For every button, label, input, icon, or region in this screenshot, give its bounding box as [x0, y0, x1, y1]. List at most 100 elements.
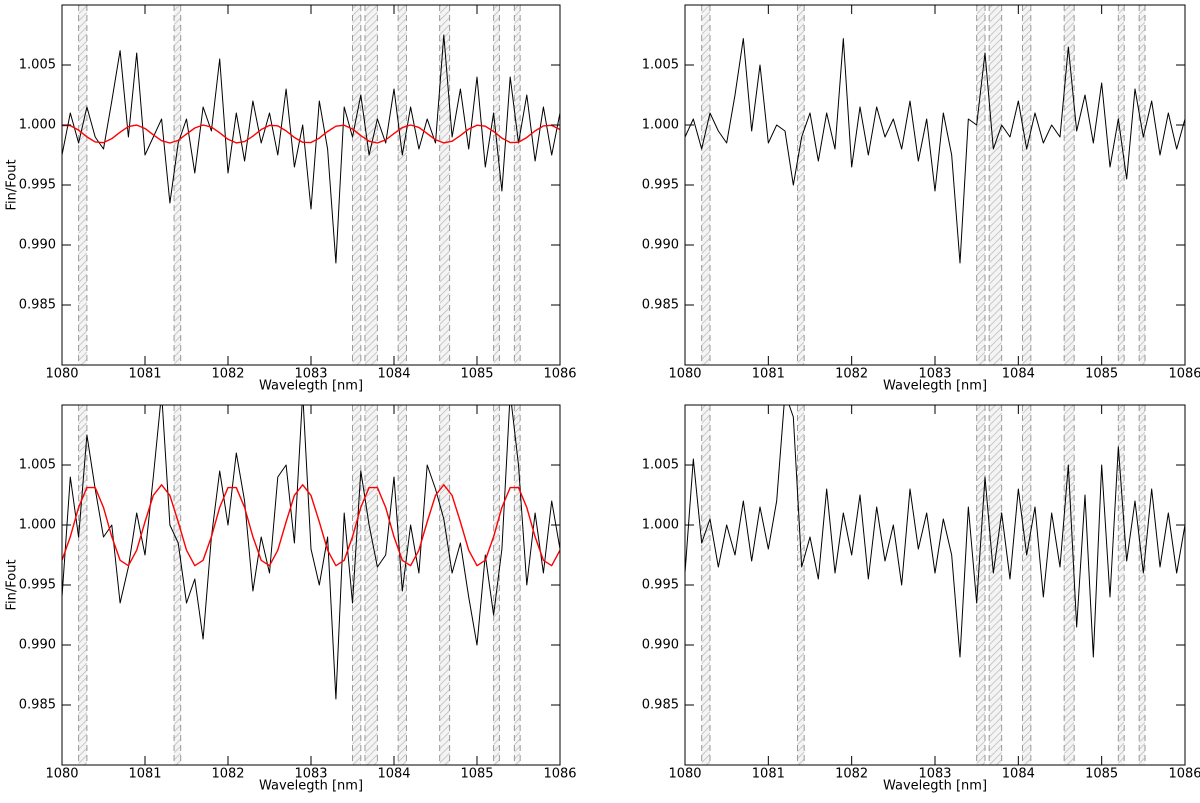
masked-band — [493, 405, 500, 765]
plot-lines — [685, 38, 1185, 264]
y-tick-label: 0.995 — [642, 178, 679, 193]
masked-band — [797, 405, 805, 765]
y-tick-label: 1.005 — [642, 458, 679, 473]
masked-band — [1064, 5, 1075, 365]
x-tick-label: 1080 — [45, 767, 78, 782]
x-tick-label: 1080 — [45, 367, 78, 382]
panel: 0.985 0.990 0.995 1.000 1.005 1080 1081 1082 108… — [5, 404, 577, 794]
x-tick-label: 1082 — [835, 367, 868, 382]
y-tick-label: 1.005 — [19, 458, 56, 473]
x-tick-label: 1085 — [460, 367, 493, 382]
masked-band — [1064, 405, 1075, 765]
x-tick-label: 1085 — [460, 767, 493, 782]
panel: 0.985 0.990 0.995 1.000 1.005 1080 1081 1082 108… — [5, 4, 577, 394]
masked-band — [514, 5, 521, 365]
masked-band — [174, 405, 181, 765]
panel: 0.985 0.990 0.995 1.000 1.005 1080 1081 1082 108… — [642, 404, 1200, 794]
x-tick-label: 1081 — [752, 367, 785, 382]
masked-band — [1139, 405, 1145, 765]
masked-band — [78, 5, 87, 365]
x-tick-label: 1081 — [128, 767, 161, 782]
x-tick-label: 1085 — [1085, 367, 1118, 382]
masked-band — [364, 405, 378, 765]
spectrum-line — [685, 38, 1185, 264]
x-tick-label: 1084 — [377, 367, 410, 382]
masked-band — [701, 5, 710, 365]
masked-band — [514, 405, 521, 765]
spectrum-line — [62, 484, 560, 567]
x-tick-label: 1082 — [835, 767, 868, 782]
x-tick-label: 1082 — [211, 767, 244, 782]
x-tick-label: 1083 — [294, 767, 327, 782]
masked-band — [797, 5, 805, 365]
spectrum-line — [62, 34, 560, 264]
x-tick-label: 1086 — [543, 767, 576, 782]
plot-frame — [684, 404, 1186, 766]
masked-band — [174, 5, 181, 365]
masked-band — [352, 5, 361, 365]
x-tick-label: 1080 — [668, 367, 701, 382]
y-tick-label: 1.000 — [19, 518, 56, 533]
x-axis-label: Wavelegth [nm] — [259, 379, 363, 394]
y-tick-label: 1.000 — [19, 118, 56, 133]
x-tick-label: 1083 — [294, 367, 327, 382]
y-tick-label: 0.985 — [19, 298, 56, 313]
spectrum-line — [685, 405, 1185, 658]
masked-band — [701, 405, 710, 765]
x-tick-label: 1085 — [1085, 767, 1118, 782]
y-tick-label: 1.000 — [642, 518, 679, 533]
x-axis-label: Wavelegth [nm] — [883, 779, 987, 794]
x-axis-label: Wavelegth [nm] — [883, 379, 987, 394]
x-tick-label: 1083 — [918, 367, 951, 382]
x-tick-label: 1081 — [128, 367, 161, 382]
plot-frame — [61, 404, 561, 766]
masked-band — [976, 5, 985, 365]
x-tick-label: 1083 — [918, 767, 951, 782]
plot-lines — [62, 34, 560, 264]
masked-band — [1139, 5, 1145, 365]
y-tick-label: 0.995 — [642, 578, 679, 593]
masked-band — [976, 405, 985, 765]
y-tick-label: 1.005 — [19, 58, 56, 73]
masked-band — [989, 405, 1002, 765]
masked-band — [1118, 5, 1125, 365]
x-axis-label: Wavelegth [nm] — [259, 779, 363, 794]
x-tick-label: 1084 — [1002, 367, 1035, 382]
y-tick-label: 1.000 — [642, 118, 679, 133]
spectrum-line — [62, 124, 560, 144]
masked-band — [493, 5, 500, 365]
y-tick-label: 0.995 — [19, 578, 56, 593]
y-tick-label: 1.005 — [642, 58, 679, 73]
plot-lines — [62, 405, 560, 700]
masked-band — [364, 5, 378, 365]
x-tick-label: 1081 — [752, 767, 785, 782]
x-tick-label: 1082 — [211, 367, 244, 382]
panel: 0.985 0.990 0.995 1.000 1.005 1080 1081 1082 108… — [642, 4, 1200, 394]
masked-band — [989, 5, 1002, 365]
spectrum-line — [62, 405, 560, 700]
masked-band — [398, 5, 407, 365]
x-tick-label: 1084 — [1002, 767, 1035, 782]
plot-lines — [685, 405, 1185, 658]
x-tick-label: 1086 — [1168, 367, 1200, 382]
masked-band — [352, 405, 361, 765]
y-axis-label: Fin/Fout — [5, 559, 20, 610]
x-tick-label: 1080 — [668, 767, 701, 782]
masked-band — [439, 5, 450, 365]
y-tick-label: 0.985 — [642, 698, 679, 713]
masked-band — [439, 405, 450, 765]
masked-band — [1022, 5, 1031, 365]
x-tick-label: 1084 — [377, 767, 410, 782]
x-tick-label: 1086 — [543, 367, 576, 382]
y-tick-label: 0.990 — [642, 638, 679, 653]
y-tick-label: 0.995 — [19, 178, 56, 193]
masked-band — [78, 405, 87, 765]
y-axis-label: Fin/Fout — [5, 159, 20, 210]
y-tick-label: 0.990 — [19, 638, 56, 653]
y-tick-label: 0.985 — [19, 698, 56, 713]
y-tick-label: 0.985 — [642, 298, 679, 313]
x-tick-label: 1086 — [1168, 767, 1200, 782]
plot-frame — [684, 4, 1186, 366]
